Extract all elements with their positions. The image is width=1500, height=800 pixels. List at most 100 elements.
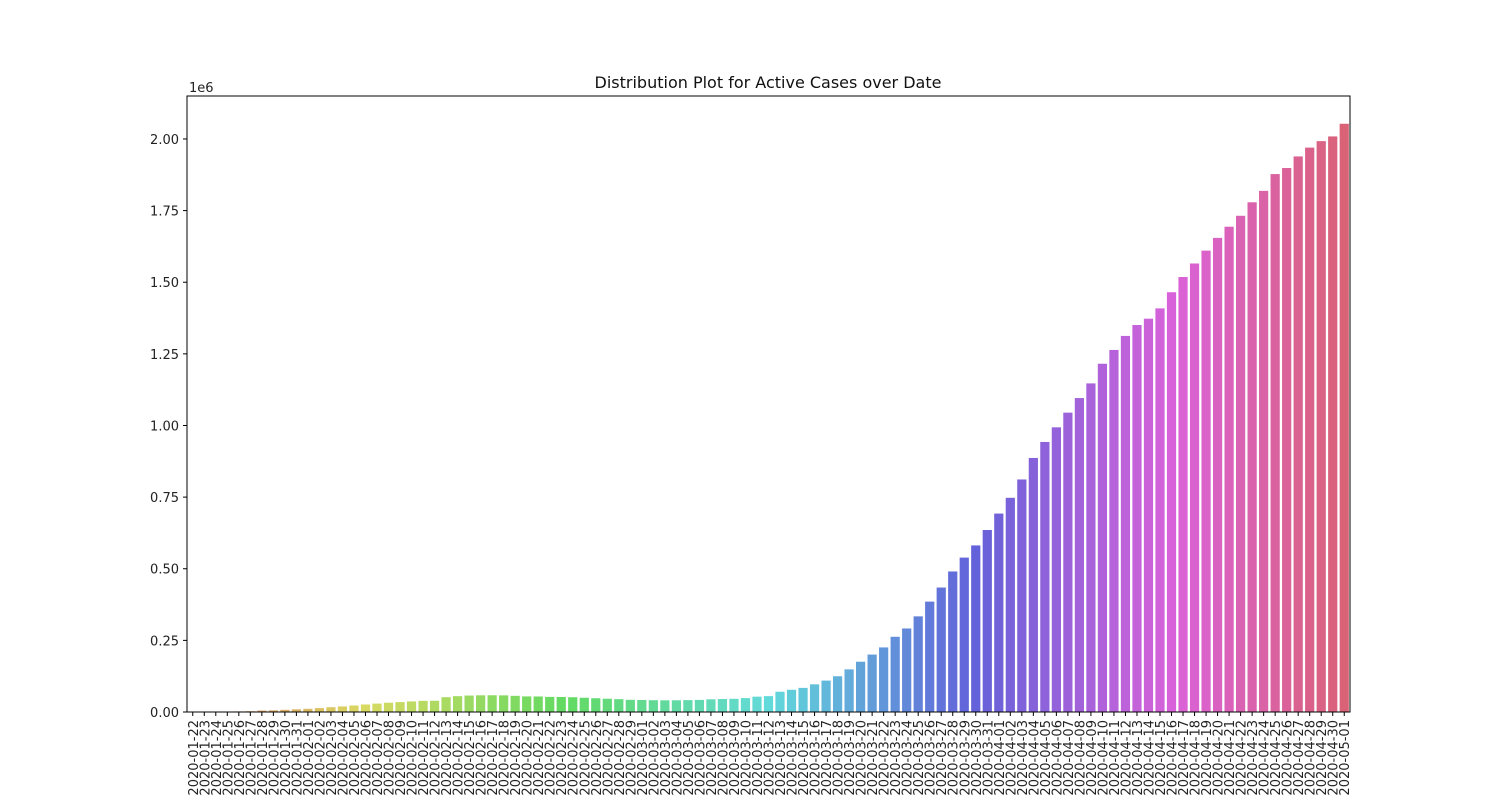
x-tick-label: 2020-02-11: [417, 720, 432, 796]
x-tick-label: 2020-02-18: [498, 720, 513, 796]
x-tick-label: 2020-03-27: [935, 720, 950, 796]
x-tick-label: 2020-04-01: [993, 720, 1008, 796]
bar-2020-04-20: [1212, 237, 1223, 712]
bar-2020-03-16: [809, 684, 820, 712]
x-tick-label: 2020-01-22: [187, 720, 202, 796]
bar-2020-02-27: [602, 698, 612, 712]
bar-2020-03-26: [925, 601, 935, 712]
x-tick-label: 2020-01-25: [221, 720, 236, 796]
bar-2020-03-25: [913, 616, 923, 712]
bar-2020-04-10: [1097, 363, 1108, 712]
x-tick-label: 2020-03-24: [901, 720, 916, 796]
x-tick-label: 2020-03-20: [855, 720, 870, 796]
bar-2020-02-26: [591, 698, 601, 712]
x-tick-label: 2020-02-15: [463, 720, 478, 796]
x-tick-label: 2020-04-18: [1189, 720, 1204, 796]
bar-2020-03-19: [844, 669, 854, 712]
x-tick-label: 2020-03-06: [693, 720, 708, 796]
bar-2020-02-14: [452, 696, 463, 712]
x-tick-label: 2020-02-23: [555, 720, 570, 796]
bar-2020-02-20: [522, 696, 532, 712]
x-tick-label: 2020-04-07: [1062, 720, 1077, 796]
x-tick-label: 2020-04-30: [1327, 720, 1342, 796]
bar-2020-04-27: [1293, 156, 1303, 712]
x-tick-label: 2020-02-12: [429, 720, 444, 796]
x-tick-label: 2020-04-09: [1085, 720, 1100, 796]
bar-2020-04-25: [1270, 174, 1280, 712]
bar-2020-02-28: [614, 699, 624, 712]
x-tick-label: 2020-02-10: [406, 720, 421, 796]
x-tick-label: 2020-03-04: [670, 720, 685, 796]
bar-2020-02-15: [464, 695, 474, 712]
bar-2020-03-13: [775, 691, 785, 712]
x-tick-label: 2020-02-19: [509, 720, 524, 796]
bar-2020-02-05: [349, 705, 359, 712]
bar-2020-03-21: [867, 654, 877, 712]
x-tick-label: 2020-03-14: [786, 720, 801, 796]
x-tick-label: 2020-04-27: [1292, 720, 1307, 796]
x-tick-label: 2020-02-25: [578, 720, 593, 796]
x-tick-label: 2020-02-09: [394, 720, 409, 796]
bar-2020-04-14: [1143, 318, 1154, 712]
bar-2020-02-01: [303, 708, 313, 712]
bar-2020-03-24: [902, 628, 912, 712]
x-tick-label: 2020-02-05: [348, 720, 363, 796]
x-tick-label: 2020-04-25: [1269, 720, 1284, 796]
x-tick-label: 2020-03-16: [809, 720, 824, 796]
bar-2020-03-12: [763, 696, 774, 712]
bar-2020-03-11: [752, 696, 762, 712]
x-tick-label: 2020-04-13: [1131, 720, 1146, 796]
x-tick-label: 2020-02-06: [359, 720, 374, 796]
x-tick-label: 2020-02-16: [475, 720, 490, 796]
bar-2020-03-30: [971, 545, 981, 712]
bar-2020-03-10: [740, 698, 751, 712]
bar-2020-04-05: [1040, 441, 1050, 712]
bar-2020-03-27: [936, 587, 946, 712]
bar-2020-04-13: [1132, 325, 1142, 712]
x-tick-label: 2020-03-08: [716, 720, 731, 796]
bar-2020-01-29: [268, 710, 278, 712]
x-tick-label: 2020-04-03: [1016, 720, 1031, 796]
bar-2020-04-24: [1259, 190, 1269, 713]
bar-2020-01-28: [257, 710, 267, 712]
bar-2020-04-07: [1063, 412, 1073, 712]
x-tick-label: 2020-03-29: [958, 720, 973, 796]
x-tick-label: 2020-03-23: [889, 720, 904, 796]
x-tick-label: 2020-01-30: [279, 720, 294, 796]
x-tick-label: 2020-02-17: [486, 720, 501, 796]
x-tick-label: 2020-04-14: [1142, 720, 1157, 796]
bar-2020-03-04: [671, 700, 681, 712]
x-tick-label: 2020-02-08: [383, 720, 398, 796]
bar-2020-04-12: [1120, 335, 1131, 712]
y-tick-label: 1.50: [150, 276, 179, 291]
x-tick-label: 2020-03-19: [843, 720, 858, 796]
x-tick-label: 2020-03-09: [728, 720, 743, 796]
bar-2020-03-28: [948, 571, 958, 712]
x-tick-label: 2020-04-26: [1281, 720, 1296, 796]
x-tick-label: 2020-03-03: [659, 720, 674, 796]
x-tick-label: 2020-02-07: [371, 720, 386, 796]
bar-2020-04-09: [1086, 383, 1096, 712]
x-tick-label: 2020-04-21: [1223, 720, 1238, 796]
bar-2020-03-17: [821, 680, 831, 712]
x-tick-label: 2020-01-31: [290, 720, 305, 796]
bar-2020-02-12: [429, 700, 440, 712]
bar-2020-04-23: [1247, 202, 1257, 712]
x-tick-label: 2020-02-13: [440, 720, 455, 796]
x-tick-label: 2020-01-23: [198, 720, 213, 796]
x-tick-label: 2020-03-17: [820, 720, 835, 796]
bar-2020-02-19: [510, 695, 520, 712]
x-tick-label: 2020-02-03: [325, 720, 340, 796]
x-tick-label: 2020-04-16: [1166, 720, 1181, 796]
x-tick-label: 2020-04-05: [1039, 720, 1054, 796]
chart-title: Distribution Plot for Active Cases over …: [595, 73, 942, 92]
x-tick-label: 2020-04-02: [1004, 720, 1019, 796]
bar-2020-03-22: [879, 647, 889, 712]
x-tick-label: 2020-03-22: [878, 720, 893, 796]
x-tick-label: 2020-03-02: [647, 720, 662, 796]
bar-2020-02-08: [383, 702, 394, 712]
x-tick-label: 2020-03-18: [832, 720, 847, 796]
x-tick-label: 2020-02-26: [590, 720, 605, 796]
x-axis: 2020-01-222020-01-232020-01-242020-01-25…: [187, 712, 1353, 796]
y-tick-label: 1.00: [150, 419, 179, 434]
